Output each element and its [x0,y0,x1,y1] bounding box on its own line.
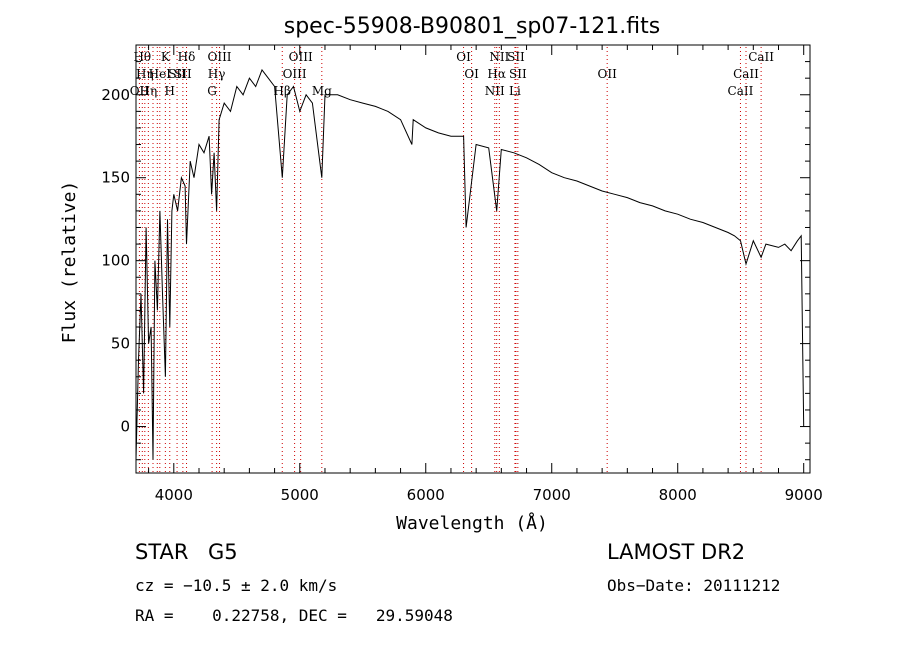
x-tick-label: 5000 [281,486,319,504]
y-tick-label: 150 [101,169,130,187]
flux-series-line [135,68,805,460]
object-subclass: G5 [208,540,238,564]
x-tick-label: 9000 [785,486,823,504]
plot-frame [135,44,811,474]
line-label: CaII [733,67,759,81]
line-label: Hα [487,67,506,81]
x-tick-label: 4000 [155,486,193,504]
redshift-velocity: cz = −10.5 ± 2.0 km/s [135,576,338,595]
x-tick-label: 6000 [407,486,445,504]
y-tick-label: 50 [111,335,130,353]
x-axis-ticks: 4000 5000 6000 7000 8000 9000 [148,45,823,504]
line-label: CaII [748,50,774,64]
x-axis-label: Wavelength (Å) [396,512,548,534]
line-label: K [161,50,171,64]
line-label: SII [174,67,192,81]
y-tick-label: 0 [120,418,130,436]
line-label: OIII [207,50,231,64]
observation-date: Obs−Date: 20111212 [607,576,781,595]
line-label: G [207,84,217,98]
x-tick-label: 7000 [533,486,571,504]
line-label: OIII [289,50,313,64]
line-label: Hδ [178,50,196,64]
line-label: Hη [136,67,154,81]
line-label: NII [489,50,509,64]
line-label: OIII [283,67,307,81]
y-axis-label: Flux (relative) [59,181,80,344]
survey-name: LAMOST DR2 [607,540,746,564]
line-label: Hη [140,84,158,98]
chart-title: spec-55908-B90801_sp07-121.fits [284,14,661,39]
line-label: Hβ [274,84,291,98]
spectral-line-markers: OIIHθHηHηHeIKHSIISIIHδGHγOIIIHβOIIIOIIIM… [130,47,774,472]
line-label: OI [456,50,471,64]
line-label: SII [507,50,525,64]
line-label: Mg [312,84,332,98]
line-label: HeI [149,67,172,81]
line-label: OI [464,67,479,81]
y-tick-label: 200 [101,86,130,104]
x-tick-label: 8000 [659,486,697,504]
line-label: NII [485,84,505,98]
coordinates: RA = 0.22758, DEC = 29.59048 [135,606,453,625]
line-label: Hγ [208,67,226,81]
object-type: STAR [135,540,189,564]
y-tick-label: 100 [101,252,130,270]
y-axis-ticks: 0 50 100 150 200 [101,61,810,461]
line-label: OII [598,67,618,81]
line-label: Li [509,84,521,98]
line-label: CaII [728,84,754,98]
line-label: SII [168,67,186,81]
line-label: Hθ [133,50,151,64]
line-label: SII [509,67,527,81]
line-label: H [165,84,175,98]
